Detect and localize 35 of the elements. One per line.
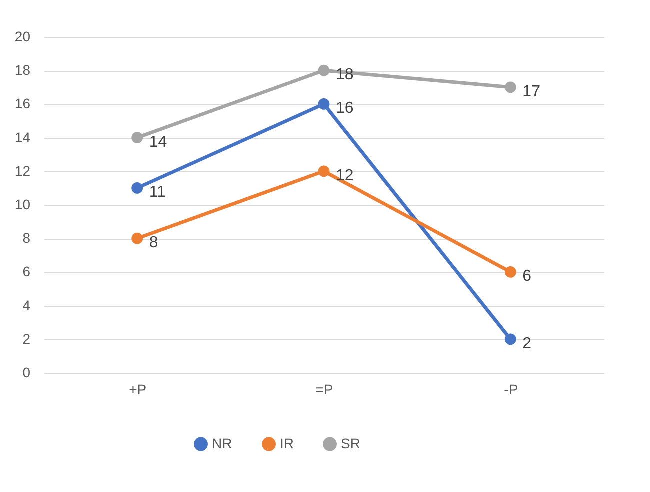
y-tick-label: 0 [22, 364, 31, 380]
y-tick-label: 2 [22, 330, 31, 347]
point [132, 132, 144, 144]
y-tick-label: 14 [14, 129, 31, 146]
x-tick-label: -P [504, 382, 518, 398]
point [318, 166, 330, 178]
data-label: 16 [336, 100, 354, 118]
point [318, 98, 330, 110]
data-label: 11 [149, 184, 166, 202]
point [504, 334, 516, 346]
y-tick-label: 16 [14, 96, 31, 112]
point [132, 182, 144, 194]
y-tick-label: 12 [14, 162, 31, 179]
y-tick-label: 8 [22, 230, 31, 246]
legend-label: IR [280, 435, 294, 452]
x-tick-label: =P [316, 382, 334, 398]
point [504, 82, 516, 94]
point [504, 266, 516, 278]
y-tick-label: 18 [14, 62, 31, 78]
data-label: 6 [522, 268, 532, 286]
data-label: 18 [336, 66, 354, 84]
data-label: 8 [149, 234, 158, 252]
x-tick-label: +P [129, 382, 147, 398]
y-tick-label: 4 [22, 297, 31, 314]
y-tick-label: 10 [14, 196, 31, 212]
y-tick-label: 6 [22, 264, 31, 280]
point [132, 232, 144, 244]
data-label: 12 [336, 167, 354, 184]
data-label: 14 [149, 134, 168, 151]
y-tick-label: 20 [14, 28, 31, 44]
legend-label: NR [212, 435, 232, 452]
data-label: 17 [522, 83, 541, 100]
point [318, 64, 330, 76]
legend-label: SR [341, 435, 360, 452]
data-label: 2 [522, 335, 532, 352]
